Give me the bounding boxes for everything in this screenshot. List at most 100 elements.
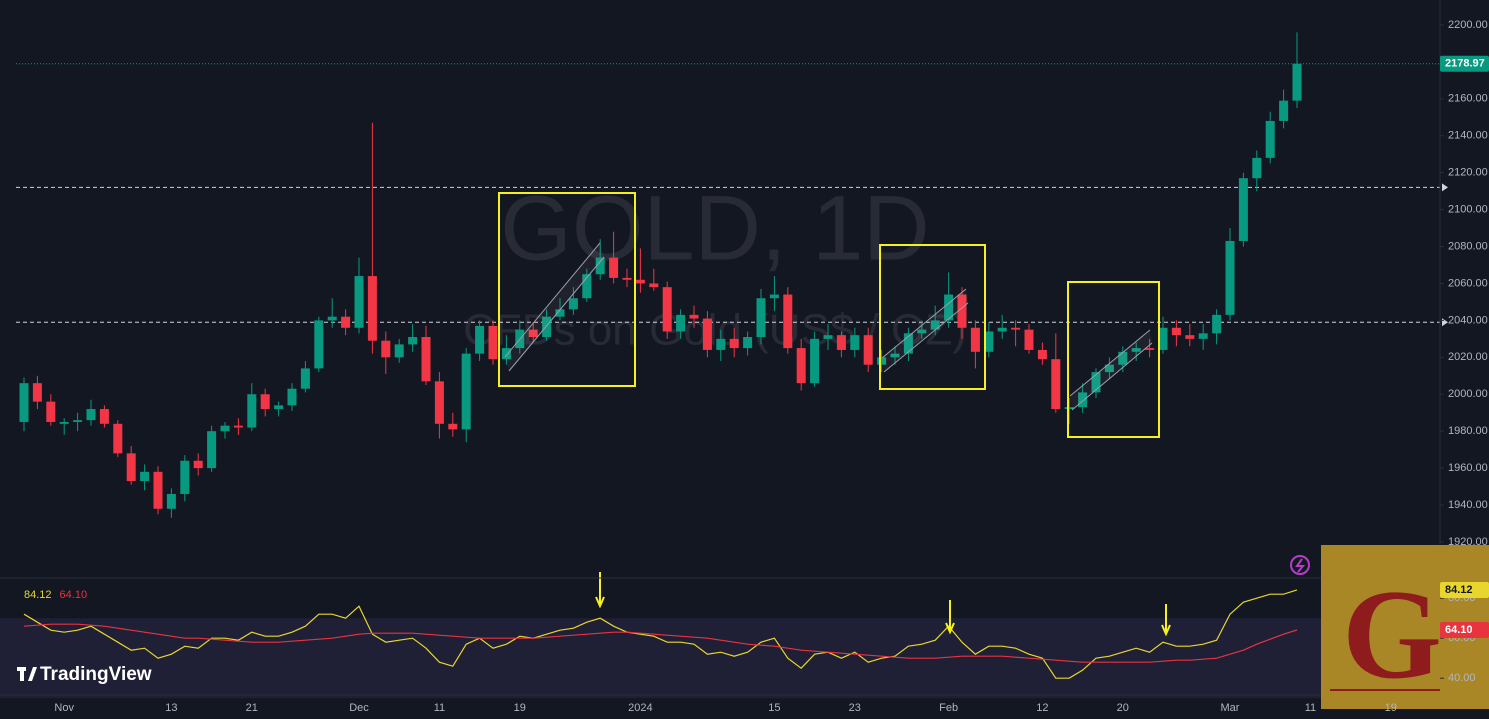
logo-letter: G <box>1342 563 1442 705</box>
candle-body <box>19 383 29 422</box>
y-tick-label: 2060.00 <box>1448 277 1488 289</box>
candle-body <box>233 425 243 428</box>
candle-body <box>743 337 753 349</box>
brand: TradingView <box>17 664 152 685</box>
candle-body <box>207 431 217 469</box>
candle-body <box>300 368 310 389</box>
candle-body <box>501 348 511 360</box>
highlight-box <box>879 244 986 390</box>
horizontal-line-marker <box>1442 183 1448 192</box>
y-tick-label: 2140.00 <box>1448 130 1488 142</box>
candle-body <box>944 294 954 321</box>
candle-body <box>1145 348 1155 350</box>
y-tick-label: 1940.00 <box>1448 499 1488 511</box>
candle-body <box>890 353 900 358</box>
y-tick-label: 1980.00 <box>1448 425 1488 437</box>
price-badge <box>1440 55 1489 72</box>
candle-body <box>984 331 994 352</box>
candle-body <box>166 493 176 509</box>
candle-body <box>354 276 364 328</box>
highlight-box <box>1067 281 1160 438</box>
candle-body <box>434 381 444 424</box>
candle-body <box>1225 240 1235 315</box>
candle-body <box>622 277 632 280</box>
candle-body <box>676 314 686 332</box>
candle-body <box>46 401 56 422</box>
candle-body <box>649 283 659 288</box>
candle-body <box>689 314 699 319</box>
candle-body <box>287 388 297 406</box>
candle-body <box>930 320 940 330</box>
y-tick-label: 2080.00 <box>1448 240 1488 252</box>
x-tick-label: Feb <box>939 702 958 714</box>
y-tick-label: 2100.00 <box>1448 204 1488 216</box>
candle-body <box>327 316 337 321</box>
annotations <box>498 192 1171 637</box>
price-badge <box>1440 581 1489 598</box>
x-tick-label: 13 <box>165 702 177 714</box>
channel-line <box>504 242 601 358</box>
candle-body <box>260 394 270 410</box>
candle-body <box>542 316 552 338</box>
candle-body <box>702 318 712 350</box>
candle-body <box>1078 392 1088 408</box>
candle-body <box>1118 351 1128 365</box>
candle-body <box>1212 314 1222 334</box>
y-tick-label: 40.00 <box>1448 672 1476 684</box>
candle-body <box>917 329 927 334</box>
candle-body <box>461 353 471 430</box>
candle-body <box>73 420 83 422</box>
y-tick-label: 2000.00 <box>1448 388 1488 400</box>
candle-body <box>903 333 913 354</box>
x-tick-label: 20 <box>1117 702 1129 714</box>
candle-body <box>193 460 203 469</box>
candle-body <box>997 327 1007 332</box>
candle-body <box>716 338 726 350</box>
candle-body <box>126 453 136 482</box>
highlight-box <box>498 192 636 387</box>
candle-body <box>220 425 230 432</box>
candle-body <box>341 316 351 328</box>
candle-body <box>595 257 605 275</box>
channel-line <box>508 256 605 372</box>
candle-body <box>850 335 860 350</box>
x-tick-label: 19 <box>1385 702 1397 714</box>
candle-body <box>769 294 779 299</box>
candle-body <box>113 423 123 454</box>
rsi-band <box>0 618 1440 699</box>
legend-value: 84.12 <box>24 589 52 601</box>
x-tick-label: 23 <box>849 702 861 714</box>
candle-body <box>582 274 592 299</box>
channel-line <box>1071 342 1153 411</box>
candle-body <box>153 471 163 509</box>
candle-body <box>555 309 565 317</box>
candle-body <box>59 421 69 424</box>
price-badge-label: 2178.97 <box>1445 58 1485 70</box>
candle-body <box>274 405 284 410</box>
plot-layer <box>0 32 1440 699</box>
rsi-line <box>23 623 1298 663</box>
candle-body <box>1158 327 1168 350</box>
candle-body <box>408 337 418 345</box>
candle-body <box>421 337 431 382</box>
x-tick-label: 15 <box>768 702 780 714</box>
candle-body <box>1064 407 1074 410</box>
candle-body <box>1104 364 1114 373</box>
y-tick-label: 2160.00 <box>1448 93 1488 105</box>
arrows <box>595 572 1171 637</box>
x-tick-label: Nov <box>54 702 74 714</box>
candle-body <box>1292 63 1302 101</box>
candle-body <box>756 298 766 338</box>
y-tick-label: 1920.00 <box>1448 536 1488 548</box>
candle-body <box>1198 333 1208 339</box>
y-tick-label: 2020.00 <box>1448 351 1488 363</box>
rsi-line <box>23 589 1298 679</box>
candle-body <box>957 294 967 328</box>
candle-body <box>863 335 873 365</box>
candle-body <box>970 327 980 352</box>
candle-body <box>180 460 190 494</box>
candle-body <box>1024 329 1034 350</box>
